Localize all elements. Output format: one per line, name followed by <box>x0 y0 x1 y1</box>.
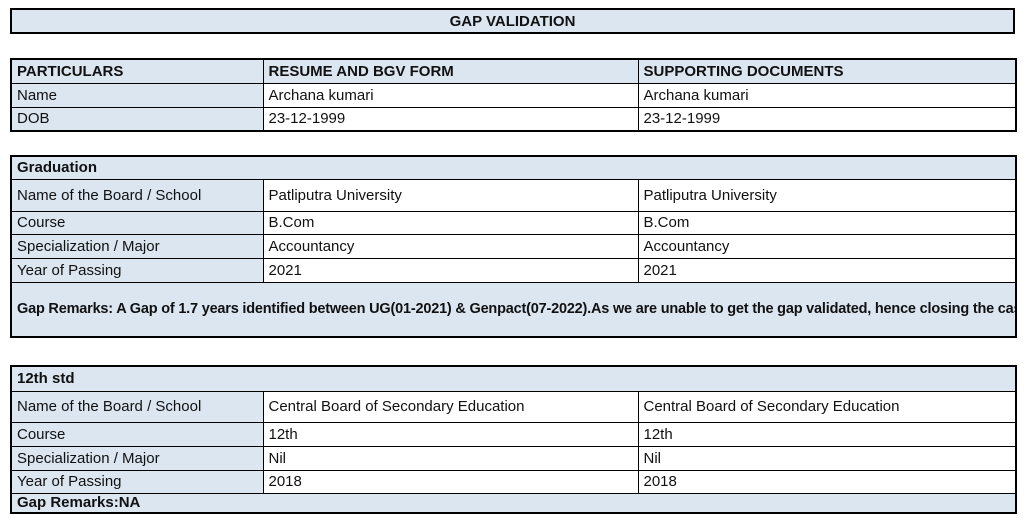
value-dob-resume: 23-12-1999 <box>262 106 639 132</box>
gap-remarks-row: Gap Remarks:NA <box>10 492 1017 514</box>
value-board-school-resume: Patliputra University <box>262 178 639 212</box>
row-year-of-passing: Year of Passing 2018 2018 <box>10 469 1017 494</box>
value-course-supporting: B.Com <box>637 210 1017 235</box>
gap-remarks-row: Gap Remarks: A Gap of 1.7 years identifi… <box>10 281 1017 338</box>
value-year-resume: 2021 <box>262 257 639 283</box>
label-dob: DOB <box>10 106 264 132</box>
value-year-resume: 2018 <box>262 469 639 494</box>
header-particulars: PARTICULARS <box>10 58 264 84</box>
section-title-12th-std: 12th std <box>10 365 1017 392</box>
label-specialization: Specialization / Major <box>10 445 264 471</box>
label-board-school: Name of the Board / School <box>10 390 264 423</box>
row-dob: DOB 23-12-1999 23-12-1999 <box>10 106 1017 132</box>
value-name-supporting: Archana kumari <box>637 82 1017 108</box>
value-board-school-resume: Central Board of Secondary Education <box>262 390 639 423</box>
header-resume-bgv-form: RESUME AND BGV FORM <box>262 58 639 84</box>
row-board-school: Name of the Board / School Central Board… <box>10 390 1017 423</box>
table-header-row: PARTICULARS RESUME AND BGV FORM SUPPORTI… <box>10 58 1017 84</box>
row-name: Name Archana kumari Archana kumari <box>10 82 1017 108</box>
value-specialization-supporting: Accountancy <box>637 233 1017 259</box>
value-course-resume: 12th <box>262 421 639 447</box>
row-specialization: Specialization / Major Nil Nil <box>10 445 1017 471</box>
value-dob-supporting: 23-12-1999 <box>637 106 1017 132</box>
value-specialization-resume: Accountancy <box>262 233 639 259</box>
label-year-of-passing: Year of Passing <box>10 257 264 283</box>
gap-remarks-graduation: Gap Remarks: A Gap of 1.7 years identifi… <box>10 281 1017 338</box>
value-year-supporting: 2021 <box>637 257 1017 283</box>
row-course: Course B.Com B.Com <box>10 210 1017 235</box>
row-specialization: Specialization / Major Accountancy Accou… <box>10 233 1017 259</box>
label-course: Course <box>10 421 264 447</box>
row-course: Course 12th 12th <box>10 421 1017 447</box>
section-header-row: Graduation <box>10 155 1017 180</box>
value-name-resume: Archana kumari <box>262 82 639 108</box>
value-board-school-supporting: Patliputra University <box>637 178 1017 212</box>
page-title: GAP VALIDATION <box>10 8 1015 34</box>
row-year-of-passing: Year of Passing 2021 2021 <box>10 257 1017 283</box>
row-board-school: Name of the Board / School Patliputra Un… <box>10 178 1017 212</box>
section-header-row: 12th std <box>10 365 1017 392</box>
twelfth-std-table: 12th std Name of the Board / School Cent… <box>10 365 1018 514</box>
particulars-table: PARTICULARS RESUME AND BGV FORM SUPPORTI… <box>10 58 1017 132</box>
graduation-table: Graduation Name of the Board / School Pa… <box>10 155 1018 338</box>
value-specialization-resume: Nil <box>262 445 639 471</box>
label-specialization: Specialization / Major <box>10 233 264 259</box>
label-year-of-passing: Year of Passing <box>10 469 264 494</box>
label-course: Course <box>10 210 264 235</box>
gap-remarks-12th: Gap Remarks:NA <box>10 492 1017 514</box>
page-title-text: GAP VALIDATION <box>449 12 576 30</box>
header-supporting-documents: SUPPORTING DOCUMENTS <box>637 58 1017 84</box>
section-title-graduation: Graduation <box>10 155 1017 180</box>
label-board-school: Name of the Board / School <box>10 178 264 212</box>
value-course-resume: B.Com <box>262 210 639 235</box>
value-board-school-supporting: Central Board of Secondary Education <box>637 390 1017 423</box>
value-year-supporting: 2018 <box>637 469 1017 494</box>
label-name: Name <box>10 82 264 108</box>
value-specialization-supporting: Nil <box>637 445 1017 471</box>
value-course-supporting: 12th <box>637 421 1017 447</box>
